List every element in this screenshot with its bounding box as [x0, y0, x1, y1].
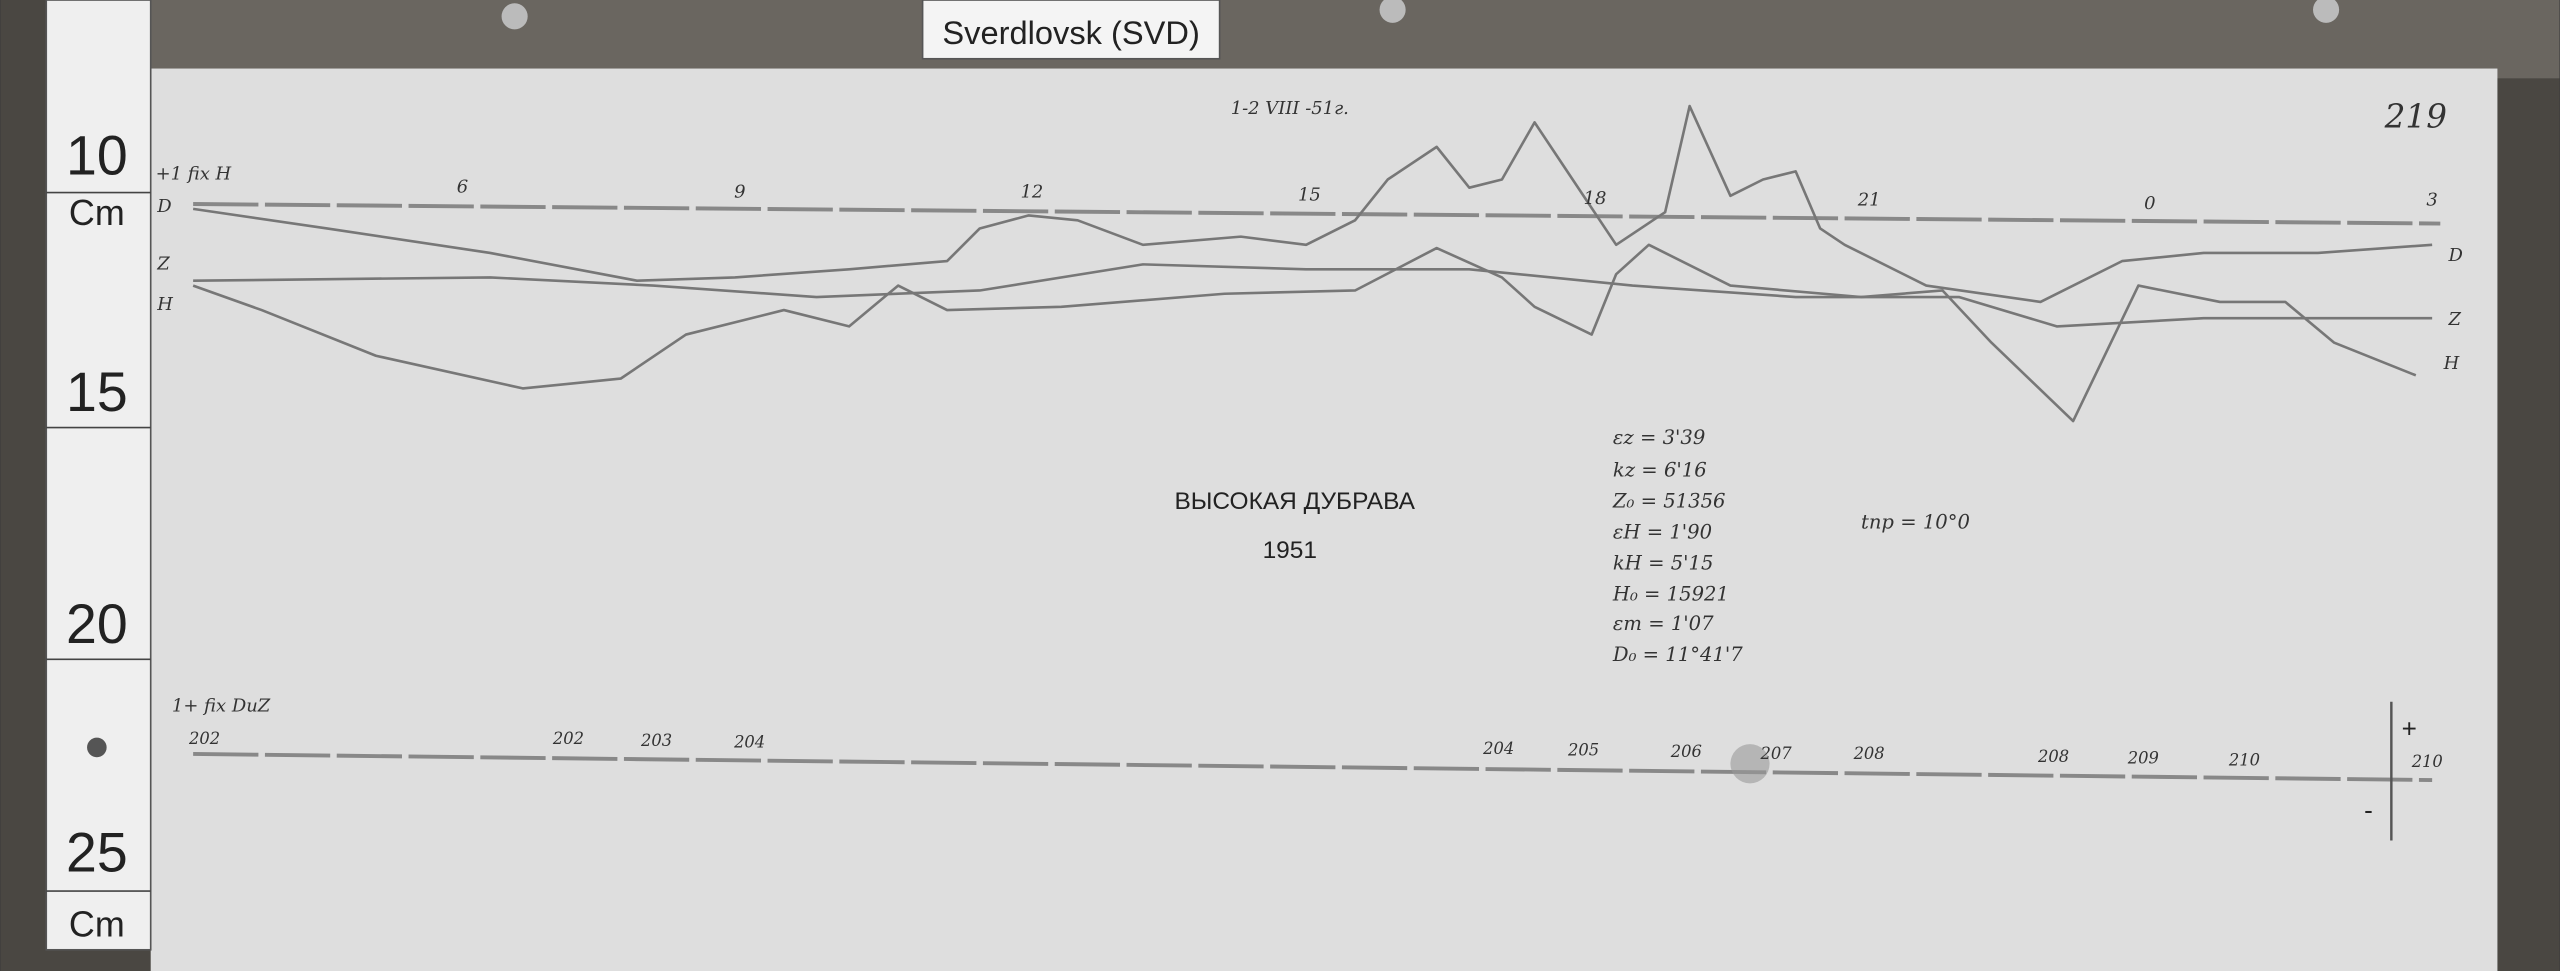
page-number: 219 [2384, 97, 2447, 135]
hour-mark: 0 [2144, 193, 2155, 214]
polarity-minus: - [2364, 795, 2373, 825]
constant: H₀ = 15921 [1612, 583, 1729, 606]
baseline-mark: 209 [2127, 749, 2159, 768]
station-name: ВЫСОКАЯ ДУБРАВА [1174, 488, 1415, 515]
ruler-mark: 10 [66, 125, 128, 187]
station-card-label: Sverdlovsk (SVD) [942, 14, 1199, 51]
screw [501, 3, 528, 30]
screw [1379, 0, 1406, 23]
baseline-mark: 205 [1567, 741, 1599, 760]
ruler [45, 0, 152, 951]
date-note: 1-2 VIII -51г. [1231, 98, 1349, 119]
temperature: tпр = 10°0 [1861, 511, 1970, 534]
hour-mark: 18 [1584, 188, 1607, 209]
trace-label: H [156, 294, 173, 315]
baseline-mark: 204 [1482, 739, 1514, 758]
trace-label: D [156, 196, 171, 217]
constant: kz = 6'16 [1613, 459, 1707, 482]
year: 1951 [1263, 537, 1317, 564]
hour-mark: 9 [734, 181, 745, 202]
polarity-plus: + [2402, 714, 2417, 744]
baseline-h [193, 202, 2441, 226]
label-card [921, 0, 1221, 60]
constant: D₀ = 11°41'7 [1612, 643, 1743, 666]
ruler-mark: Cm [69, 193, 125, 233]
baseline-mark: 206 [1670, 742, 1702, 761]
hour-mark: 3 [2426, 190, 2437, 211]
hour-mark: 12 [1021, 181, 1044, 202]
constant: εz = 3'39 [1613, 426, 1705, 449]
constant: kH = 5'15 [1613, 552, 1714, 575]
ruler-mark: 25 [66, 821, 128, 883]
trace-label: +1 fix H [156, 164, 232, 185]
constant: εH = 1'90 [1613, 521, 1712, 544]
ruler-mark: Cm [69, 905, 125, 945]
screw [2313, 0, 2340, 23]
baseline-mark: 210 [2411, 752, 2443, 771]
baseline-z [193, 751, 2433, 783]
baseline-mark: 210 [2228, 750, 2260, 769]
baseline-mark: 208 [2037, 747, 2069, 766]
hour-mark: 21 [1857, 190, 1881, 211]
constant: Z₀ = 51356 [1612, 490, 1726, 513]
glass-strip [150, 0, 2560, 79]
trace-h [192, 243, 2417, 423]
baseline-label: 1+ fix DuZ [172, 696, 271, 717]
ruler-mark: 20 [66, 593, 128, 655]
baseline-mark: 202 [552, 729, 584, 748]
trace-label: H [2443, 353, 2460, 374]
trace-d [192, 104, 2433, 304]
baseline-mark: 203 [640, 731, 672, 750]
stain [1730, 744, 1770, 784]
trace-label: Z [2447, 309, 2461, 330]
baseline-mark: 207 [1760, 744, 1793, 763]
baseline-mark: 208 [1853, 744, 1885, 763]
ruler-hole [87, 737, 107, 758]
trace-label: Z [156, 253, 170, 274]
baseline-mark: 204 [733, 732, 765, 751]
hour-mark: 15 [1298, 185, 1321, 206]
ruler-mark: 15 [66, 361, 128, 423]
trace-z [193, 263, 2433, 328]
constant: εm = 1'07 [1613, 612, 1714, 635]
baseline-mark: 202 [188, 729, 220, 748]
trace-label: D [2447, 245, 2462, 266]
hour-mark: 6 [457, 177, 468, 198]
